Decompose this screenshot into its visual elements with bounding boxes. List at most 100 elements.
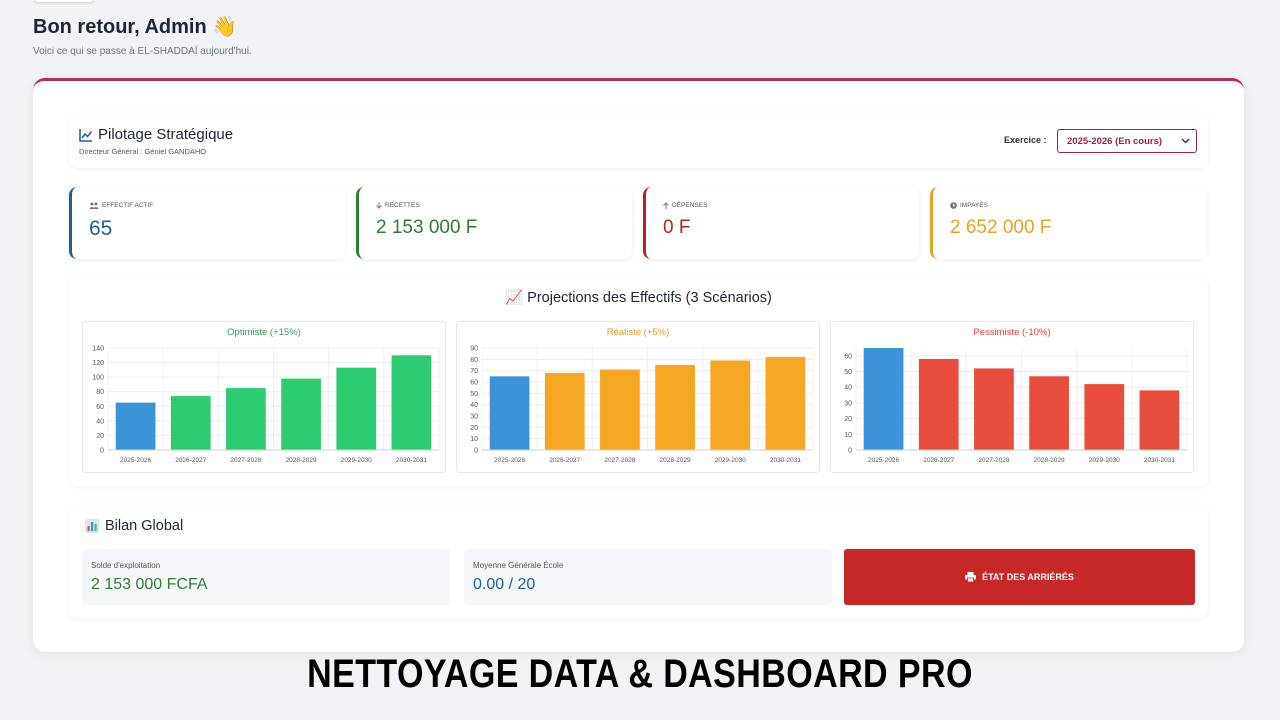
bilan-title: Bilan Global [105,518,184,534]
exercice-value: 2025-2026 (En cours) [1067,135,1163,147]
chart-bar [1029,376,1069,450]
chart-bar [115,402,156,450]
kpi-effectif-card: EFFECTIF ACTIF 65 [69,187,345,259]
dashboard-card: Pilotage Stratégique Directeur Général :… [33,78,1244,652]
y-tick-label: 0 [474,448,478,455]
pilotage-title: Pilotage Stratégique [98,126,234,143]
greeting-title: Bon retour, Admin 👋 [33,16,238,38]
kpi-recettes-card: RECETTES 2 153 000 F [356,187,632,259]
kpi-depenses-card: DÉPENSES 0 F [643,187,919,259]
chart-bar [765,357,806,450]
x-tick-label: 2029-2030 [341,457,372,464]
y-tick-label: 100 [92,375,104,382]
chart-pessimiste-title: Pessimiste (-10%) [973,327,1051,338]
moyenne-box: Moyenne Générale École 0.00 / 20 [464,549,832,605]
chart-optimiste-title: Optimiste (+15%) [227,327,301,338]
kpi-recettes-label: RECETTES [385,202,420,209]
x-tick-label: 2029-2030 [1089,457,1120,464]
x-tick-label: 2026-2027 [175,457,206,464]
chart-bar [918,358,959,450]
x-tick-label: 2025-2026 [868,457,899,464]
y-tick-label: 80 [470,357,478,364]
kpi-impayes-label: IMPAYÉS [960,202,988,209]
printer-icon [965,572,977,582]
projections-panel: 📈 Projections des Effectifs (3 Scénarios… [69,278,1208,486]
x-tick-label: 2028-2029 [286,457,317,464]
kpi-depenses-label: DÉPENSES [672,202,708,209]
x-tick-label: 2025-2026 [494,457,525,464]
video-caption-overlay: NETTOYAGE DATA & DASHBOARD PRO [307,652,973,696]
exercice-select[interactable]: 2025-2026 (En cours) [1057,129,1197,153]
solde-box: Solde d'exploitation 2 153 000 FCFA [82,549,450,605]
y-tick-label: 70 [470,368,478,375]
x-tick-label: 2026-2027 [549,457,580,464]
chart-line-icon [79,128,93,142]
chart-bar [1139,390,1180,450]
y-tick-label: 80 [96,389,104,396]
x-tick-label: 2027-2028 [978,457,1009,464]
greeting-subtitle: Voici ce qui se passe à EL-SHADDAÏ aujou… [33,46,252,57]
y-tick-label: 140 [92,346,104,353]
chart-bar [281,378,321,450]
chevron-down-icon [1181,138,1190,144]
chart-optimiste: Optimiste (+15%) 0 20 40 60 80 100 120 140 2025-… [82,321,446,473]
etat-arrieres-label: ÉTAT DES ARRIÉRÉS [982,572,1074,582]
kpi-effectif-value: 65 [89,217,113,240]
chart-bar [974,368,1014,450]
kpi-impayes-card: IMPAYÉS 2 652 000 F [930,187,1206,259]
y-tick-label: 60 [844,353,852,360]
y-tick-label: 20 [844,416,852,423]
y-tick-label: 40 [470,402,478,409]
clock-icon [950,202,957,209]
users-icon [89,202,99,209]
y-tick-label: 50 [844,369,852,376]
x-tick-label: 2027-2028 [604,457,635,464]
chart-pessimiste: Pessimiste (-10%) 0 10 20 30 40 50 60 2025-2026… [830,321,1194,473]
chart-bar [170,396,211,450]
y-tick-label: 10 [470,436,478,443]
y-tick-label: 120 [92,360,104,367]
bilan-heading: Bilan Global [85,518,183,534]
y-tick-label: 90 [470,346,478,353]
y-tick-label: 60 [470,380,478,387]
kpi-impayes-value: 2 652 000 F [950,217,1052,238]
chart-pessimiste-plot: 0 10 20 30 40 50 60 2025-2026 2026-2027 2027-2028… [844,348,1188,464]
bilan-panel: Bilan Global Solde d'exploitation 2 153 … [69,506,1208,618]
y-tick-label: 50 [470,391,478,398]
y-tick-label: 10 [844,432,852,439]
y-tick-label: 0 [848,448,852,455]
chart-bar [1084,384,1125,450]
chart-optimiste-plot: 0 20 40 60 80 100 120 140 2025-2026 2026-2027 2027… [92,346,440,464]
chart-realiste: Réaliste (+5%) 0 10 20 30 40 50 60 70 80 90 2025-2… [456,321,820,473]
x-tick-label: 2026-2027 [923,457,954,464]
pilotage-panel: Pilotage Stratégique Directeur Général :… [69,114,1208,168]
chart-bar [489,376,530,450]
x-tick-label: 2028-2029 [660,457,691,464]
etat-arrieres-button[interactable]: ÉTAT DES ARRIÉRÉS [844,549,1195,605]
chart-bar [391,355,432,450]
solde-label: Solde d'exploitation [91,561,161,570]
exercice-label: Exercice : [1004,135,1047,145]
x-tick-label: 2030-2031 [770,457,801,464]
y-tick-label: 60 [96,404,104,411]
kpi-effectif-label: EFFECTIF ACTIF [102,202,154,209]
y-tick-label: 30 [470,414,478,421]
chart-realiste-title: Réaliste (+5%) [606,327,670,338]
x-tick-label: 2030-2031 [396,457,427,464]
arrow-up-icon [663,202,669,209]
y-tick-label: 30 [844,400,852,407]
chart-bar [710,360,751,450]
x-tick-label: 2027-2028 [230,457,261,464]
solde-value: 2 153 000 FCFA [91,576,208,593]
top-tab[interactable] [34,0,94,2]
kpi-recettes-value: 2 153 000 F [376,217,478,238]
y-tick-label: 20 [96,433,104,440]
y-tick-label: 40 [96,418,104,425]
projections-title: 📈 Projections des Effectifs (3 Scénarios… [505,290,772,306]
chart-bar [600,369,640,450]
chart-realiste-plot: 0 10 20 30 40 50 60 70 80 90 2025-2026 2026-2027 202… [470,346,814,464]
chart-bar [655,365,695,450]
chart-bar [226,388,266,450]
x-tick-label: 2028-2029 [1034,457,1065,464]
pilotage-subtitle: Directeur Général : Géniel GANDAHO [79,147,207,156]
